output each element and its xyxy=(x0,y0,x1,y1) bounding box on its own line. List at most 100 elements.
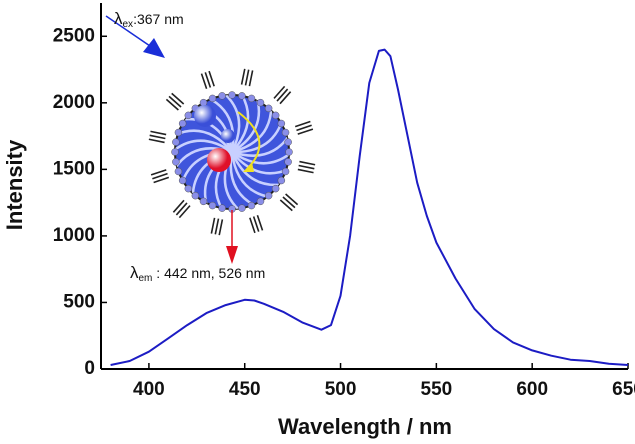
ligand xyxy=(178,205,191,219)
stripe xyxy=(222,95,241,153)
surface-dot xyxy=(281,128,290,137)
ligand xyxy=(299,160,316,166)
ligand xyxy=(172,199,185,213)
surface-dot xyxy=(238,92,246,100)
surface-dot xyxy=(172,158,180,166)
surface-dot xyxy=(256,98,265,107)
stripe xyxy=(231,150,289,165)
surface-dot xyxy=(264,191,273,200)
surface-dot xyxy=(208,94,217,103)
surface-dot xyxy=(256,197,265,206)
ligand xyxy=(150,169,167,176)
surface-dot xyxy=(172,138,180,146)
spectrum-line xyxy=(110,48,629,366)
ligand xyxy=(282,196,296,209)
x-tick-label: 400 xyxy=(133,379,165,400)
stripe xyxy=(231,106,273,154)
ligand xyxy=(148,138,165,144)
ligand xyxy=(279,199,293,212)
ligand xyxy=(171,92,185,105)
ligand xyxy=(175,202,188,216)
surface-dot xyxy=(178,176,187,185)
surface-dot xyxy=(218,204,226,212)
stripe xyxy=(230,151,283,187)
surface-dot xyxy=(208,201,217,210)
y-tick-label: 2000 xyxy=(53,92,95,113)
x-tick-label: 550 xyxy=(421,379,453,400)
ligand xyxy=(168,95,182,108)
surface-dot xyxy=(271,111,280,120)
y-tick-label: 1000 xyxy=(53,225,95,246)
surface-dot xyxy=(171,148,179,156)
surface-dot xyxy=(184,111,193,120)
ligand xyxy=(152,172,168,180)
sphere xyxy=(207,148,231,172)
y-tick-label: 2500 xyxy=(53,25,95,46)
surface-dot xyxy=(284,138,292,146)
surface-dot xyxy=(277,176,286,185)
surface-dot xyxy=(271,184,280,193)
ligand xyxy=(297,128,314,135)
ligand xyxy=(297,168,314,174)
stripe xyxy=(181,117,234,153)
sphere xyxy=(221,129,235,143)
surface-dot xyxy=(264,104,273,113)
annotation: λem : 442 nm, 526 nm xyxy=(130,263,265,283)
surface-dot xyxy=(191,191,200,200)
surface-dot xyxy=(247,201,256,210)
ligand xyxy=(296,124,312,132)
excitation-arrow xyxy=(105,15,151,47)
sphere xyxy=(194,105,216,127)
ligand xyxy=(294,120,311,128)
surface-dot xyxy=(285,148,293,156)
ligand xyxy=(248,70,254,87)
ligand xyxy=(153,176,170,184)
surface-dot xyxy=(228,91,236,99)
ligand xyxy=(249,217,256,234)
ligand xyxy=(276,88,289,102)
y-tick-label: 1500 xyxy=(53,158,95,179)
ligand xyxy=(149,134,166,140)
ligand xyxy=(252,216,260,232)
ligand xyxy=(273,85,286,99)
surface-dot xyxy=(281,167,290,176)
arrowhead xyxy=(243,162,254,172)
surface-dot xyxy=(174,128,183,137)
ligand xyxy=(279,91,292,105)
arrowhead xyxy=(226,246,238,264)
energy-arrow xyxy=(237,111,261,169)
surface-dot xyxy=(199,197,208,206)
nanoparticle-illustration xyxy=(105,15,316,264)
arrowhead xyxy=(143,38,165,58)
ligand xyxy=(200,73,208,90)
ligand xyxy=(214,218,220,235)
surface-dot xyxy=(218,92,226,100)
surface-dot xyxy=(184,184,193,193)
ligand xyxy=(240,68,246,85)
y-axis-title: Intensity xyxy=(2,139,27,230)
ligand xyxy=(218,219,224,236)
ligand xyxy=(150,130,167,136)
ligand xyxy=(204,72,212,88)
y-tick-label: 500 xyxy=(63,291,95,312)
surface-dot xyxy=(174,167,183,176)
surface-dot xyxy=(277,119,286,128)
x-tick-label: 500 xyxy=(325,379,357,400)
x-tick-label: 600 xyxy=(516,379,548,400)
surface-dot xyxy=(247,94,256,103)
x-tick-label: 650 xyxy=(612,379,635,400)
ligand xyxy=(244,69,250,86)
ligand xyxy=(165,98,179,111)
surface-dot xyxy=(178,119,187,128)
ligand xyxy=(285,193,299,206)
x-tick-label: 450 xyxy=(229,379,261,400)
annotation: λex:367 nm xyxy=(114,9,184,29)
ligand xyxy=(210,217,216,234)
x-axis-title: Wavelength / nm xyxy=(278,414,452,439)
surface-dot xyxy=(284,158,292,166)
ligand xyxy=(298,164,315,170)
ligand xyxy=(208,70,215,87)
y-tick-label: 0 xyxy=(84,358,95,379)
surface-dot xyxy=(238,204,246,212)
